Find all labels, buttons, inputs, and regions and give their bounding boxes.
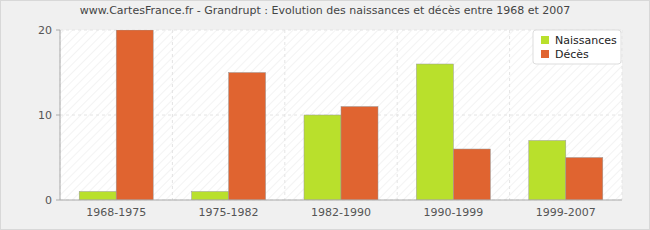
chart: www.CartesFrance.fr - Grandrupt : Evolut… (0, 0, 650, 230)
grid-line-x (172, 30, 173, 200)
x-tick-label: 1982-1990 (311, 206, 371, 219)
tick-mark (56, 30, 60, 31)
title: www.CartesFrance.fr - Grandrupt : Evolut… (80, 4, 571, 17)
bar (304, 115, 341, 200)
x-tick-label: 1968-1975 (86, 206, 146, 219)
legend-swatch (541, 36, 549, 44)
bar (416, 64, 453, 200)
legend-swatch (541, 50, 549, 58)
bar (116, 30, 153, 200)
bars (79, 30, 603, 200)
background (1, 1, 650, 230)
plot-hatch (60, 30, 622, 200)
grid-line (60, 200, 622, 201)
legend-box (533, 30, 621, 64)
tick-mark (56, 115, 60, 116)
y-tick-label: 20 (38, 24, 52, 37)
bar (453, 149, 490, 200)
x-tick-label: 1999-2007 (536, 206, 596, 219)
tick-mark (56, 200, 60, 201)
grid-line-x (509, 30, 510, 200)
bar (229, 73, 266, 201)
y-tick-label: 0 (45, 194, 52, 207)
x-axis (60, 200, 622, 201)
x-tick-label: 1975-1982 (199, 206, 259, 219)
bar (529, 141, 566, 201)
y-axis (60, 30, 61, 200)
bar (192, 192, 229, 201)
plot-area (60, 30, 622, 200)
bar (79, 192, 116, 201)
grid-line-x (60, 30, 61, 200)
bar (566, 158, 603, 201)
legend-label: Naissances (555, 34, 617, 47)
y-tick-label: 10 (38, 109, 52, 122)
bar (341, 107, 378, 201)
x-tick-label: 1990-1999 (423, 206, 483, 219)
legend-label: Décès (555, 48, 589, 61)
